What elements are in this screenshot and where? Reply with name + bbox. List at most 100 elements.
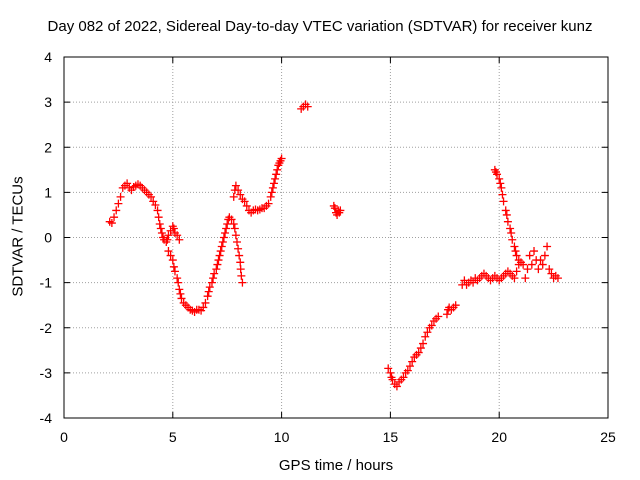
data-point-marker — [156, 224, 165, 233]
data-point-marker — [116, 192, 125, 201]
y-axis-label: SDTVAR / TECUs — [9, 176, 27, 297]
data-point-marker — [525, 251, 534, 260]
y-tick-label: -3 — [40, 365, 53, 381]
data-point-marker — [530, 247, 539, 256]
data-point-marker — [222, 224, 231, 233]
data-point-marker — [199, 303, 208, 312]
data-point-marker — [408, 357, 417, 366]
x-tick-label: 25 — [600, 429, 616, 445]
grid-lines — [64, 57, 608, 418]
data-point-marker — [498, 190, 507, 199]
data-point-marker — [153, 206, 162, 215]
data-point-marker — [123, 179, 132, 188]
data-point-marker — [496, 179, 505, 188]
data-point-marker — [264, 199, 273, 208]
y-tick-label: 0 — [44, 230, 52, 246]
data-point-marker — [553, 274, 562, 283]
data-point-marker — [201, 298, 210, 307]
data-point-marker — [469, 278, 478, 287]
data-point-marker — [434, 312, 443, 321]
data-point-marker — [231, 181, 240, 190]
data-point-marker — [217, 242, 226, 251]
data-point-marker — [268, 183, 277, 192]
data-point-marker — [510, 274, 519, 283]
data-point-marker — [176, 289, 185, 298]
data-point-marker — [523, 265, 532, 274]
data-point-marker — [169, 224, 178, 233]
data-point-marker — [269, 179, 278, 188]
data-point-marker — [221, 228, 230, 237]
y-tick-label: 3 — [44, 94, 52, 110]
data-point-marker — [236, 190, 245, 199]
data-point-marker — [154, 213, 163, 222]
data-point-marker — [503, 217, 512, 226]
data-point-marker — [421, 332, 430, 341]
data-point-marker — [174, 278, 183, 287]
x-tick-label: 5 — [169, 429, 177, 445]
data-point-marker — [266, 192, 275, 201]
data-point-marker — [499, 197, 508, 206]
data-point-marker — [218, 238, 227, 247]
data-point-marker — [423, 328, 432, 337]
data-point-marker — [214, 256, 223, 265]
data-point-marker — [232, 238, 241, 247]
data-point-marker — [502, 210, 511, 219]
x-tick-label: 10 — [274, 429, 290, 445]
data-point-marker — [451, 301, 460, 310]
data-point-marker — [210, 269, 219, 278]
data-point-marker — [175, 285, 184, 294]
data-point-marker — [230, 224, 239, 233]
data-point-marker — [536, 256, 545, 265]
data-point-marker — [107, 219, 116, 228]
data-point-marker — [303, 102, 312, 111]
data-point-marker — [169, 262, 178, 271]
data-point-marker — [112, 206, 121, 215]
data-point-marker — [242, 201, 251, 210]
data-point-marker — [177, 294, 186, 303]
data-point-marker — [272, 170, 281, 179]
data-point-marker — [164, 231, 173, 240]
data-point-marker — [336, 206, 345, 215]
data-point-marker — [495, 174, 504, 183]
y-tick-label: -4 — [40, 410, 53, 426]
data-point-marker — [388, 375, 397, 384]
data-point-marker — [521, 274, 530, 283]
data-point-marker — [234, 244, 243, 253]
data-point-marker — [236, 265, 245, 274]
data-point-marker — [216, 247, 225, 256]
data-point-marker — [203, 292, 212, 301]
data-point-marker — [442, 310, 451, 319]
y-tick-label: -2 — [40, 320, 53, 336]
data-point-marker — [234, 186, 243, 195]
data-point-marker — [273, 165, 282, 174]
data-point-marker — [209, 274, 218, 283]
data-point-marker — [508, 235, 517, 244]
data-point-marker — [207, 278, 216, 287]
data-point-marker — [512, 267, 521, 276]
x-axis-label: GPS time / hours — [278, 457, 394, 474]
data-point-marker — [501, 206, 510, 215]
data-point-marker — [212, 265, 221, 274]
data-point-marker — [392, 382, 401, 391]
data-point-marker — [240, 197, 249, 206]
data-points — [105, 100, 562, 391]
data-point-marker — [399, 373, 408, 382]
chart-title: Day 082 of 2022, Sidereal Day-to-day VTE… — [47, 18, 593, 35]
data-point-marker — [547, 269, 556, 278]
data-point-marker — [514, 256, 523, 265]
data-point-marker — [114, 199, 123, 208]
data-point-marker — [545, 265, 554, 274]
data-point-marker — [173, 274, 182, 283]
data-point-marker — [229, 219, 238, 228]
x-tick-label: 20 — [491, 429, 507, 445]
data-point-marker — [219, 233, 228, 242]
data-point-marker — [236, 258, 245, 267]
data-point-marker — [147, 192, 156, 201]
data-point-marker — [237, 271, 246, 280]
y-tick-label: 4 — [44, 49, 52, 65]
data-point-marker — [227, 215, 236, 224]
data-point-marker — [507, 228, 516, 237]
data-point-marker — [157, 228, 166, 237]
data-point-marker — [540, 251, 549, 260]
